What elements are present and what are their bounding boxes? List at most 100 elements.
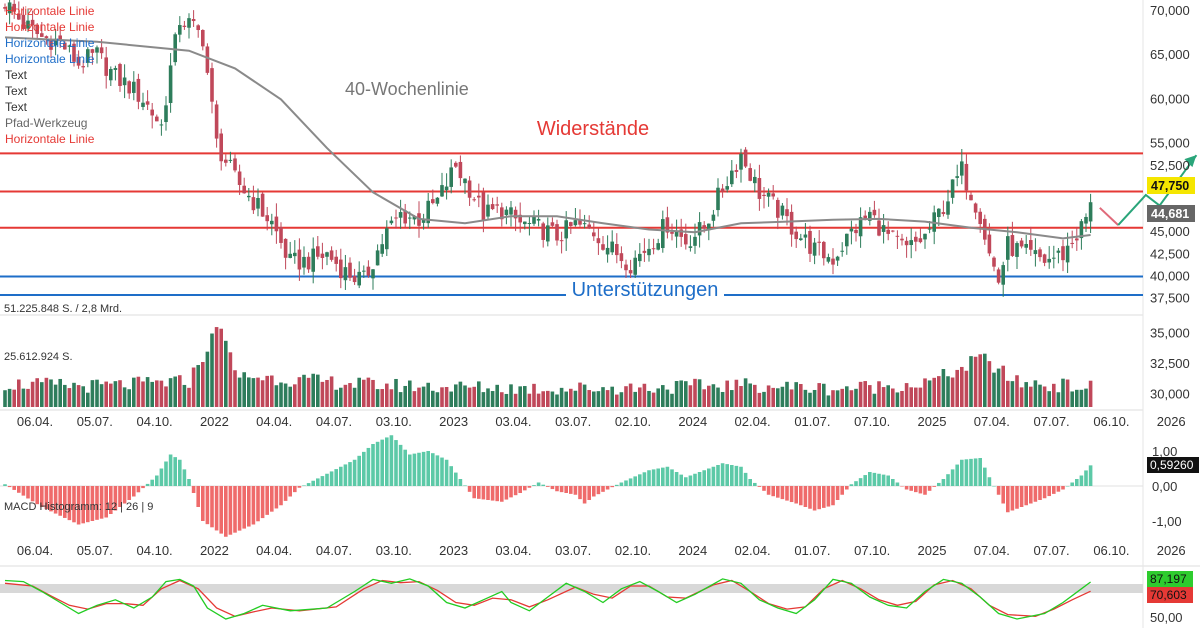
volume-bar [895,392,900,407]
macd-bar [1024,486,1028,506]
volume-bar [518,386,522,407]
macd-bar [665,466,670,486]
volume-bar [587,390,591,407]
volume-bar [472,386,476,407]
macd-bar [1070,482,1074,486]
macd-bar [923,486,927,495]
candle-body [546,225,550,242]
macd-bar [739,466,743,486]
volume-bar [973,356,978,407]
volume-bar [219,328,223,407]
volume-bar [822,383,826,407]
candle-body [532,216,536,224]
candle-body [293,252,297,257]
macd-bar [132,486,136,497]
ma-price-badge: 44,681 [1147,205,1195,222]
candle-body [849,228,854,232]
candle-body [339,259,343,279]
candle-body [665,217,670,233]
x-tick-label: 02.10. [615,414,651,429]
macd-bar [886,475,890,486]
volume-bar [403,385,407,407]
macd-bar [808,486,812,509]
macd-bar [1029,486,1033,504]
candle-body [674,231,679,237]
macd-bar [380,439,384,486]
candle-body [1033,250,1038,255]
volume-bar [808,392,812,407]
stoch-d-value: 70,603 [1150,588,1187,602]
macd-bar [375,441,380,486]
macd-bar [753,482,757,486]
macd-bar [467,486,472,492]
macd-bar [297,486,302,488]
volume-bar [53,384,58,407]
volume-bar [789,389,794,407]
volume-bar [99,384,104,407]
candle-body [831,258,835,265]
candle-body [1006,236,1010,260]
stoch-k-line [4,578,1091,620]
volume-bar [1001,365,1005,407]
macd-bar [725,464,729,486]
volume-bar [3,390,7,407]
x-axis-bottom: 06.04. 05.07. 04.10. 2022 04.04. 04.07. 03.10.… [17,543,1186,558]
candle-body [1070,242,1074,244]
volume-bar [136,376,141,407]
macd-bar [21,486,26,496]
volume-bar [1038,384,1042,407]
candlestick-series [3,0,1093,297]
candle-body [279,227,283,243]
candle-body [854,229,858,234]
x-tick-label: 04.07. [316,414,352,429]
volume-bar [730,390,734,407]
macd-bar [454,472,458,486]
candle-body [187,18,191,28]
volume-bar [7,388,12,407]
last-price-value: 47,750 [1151,179,1189,193]
candle-body [477,195,481,198]
volume-bar [937,376,941,407]
candle-body [688,246,693,248]
candle-body [955,176,959,178]
volume-bar [748,383,752,407]
macd-bar [256,486,260,522]
candle-body [214,104,219,139]
macd-bar [490,486,495,501]
candle-body [122,77,127,86]
volume-bar [863,381,867,407]
volume-bar [265,375,269,407]
volume-bar [969,356,973,407]
macd-bar [357,455,361,486]
volume-bar [757,392,762,407]
support-label-bg [566,278,724,302]
volume-bar [509,384,513,407]
macd-bar [826,486,831,507]
macd-bar [1019,486,1024,507]
volume-bar [164,386,168,407]
macd-bar [30,486,35,502]
price-tick-label: 45,000 [1150,224,1190,239]
macd-bar [633,476,637,486]
volume-bar [58,378,62,407]
macd-bar [279,486,283,506]
candle-body [592,232,596,237]
macd-bar [638,474,642,486]
candle-body [274,216,279,232]
macd-bar [421,451,426,486]
macd-bar [771,486,775,497]
macd-bar [983,467,987,486]
candle-body [909,240,913,246]
candle-body [918,238,923,243]
candle-body [86,49,90,63]
volume-bar [191,367,196,407]
macd-bar [444,459,449,486]
candle-body [329,250,334,260]
volume-bar [371,379,375,407]
macd-bar [426,451,430,486]
volume-bar [559,387,564,407]
volume-bar [168,378,173,407]
macd-bar [7,486,12,488]
volume-bar [573,390,578,407]
